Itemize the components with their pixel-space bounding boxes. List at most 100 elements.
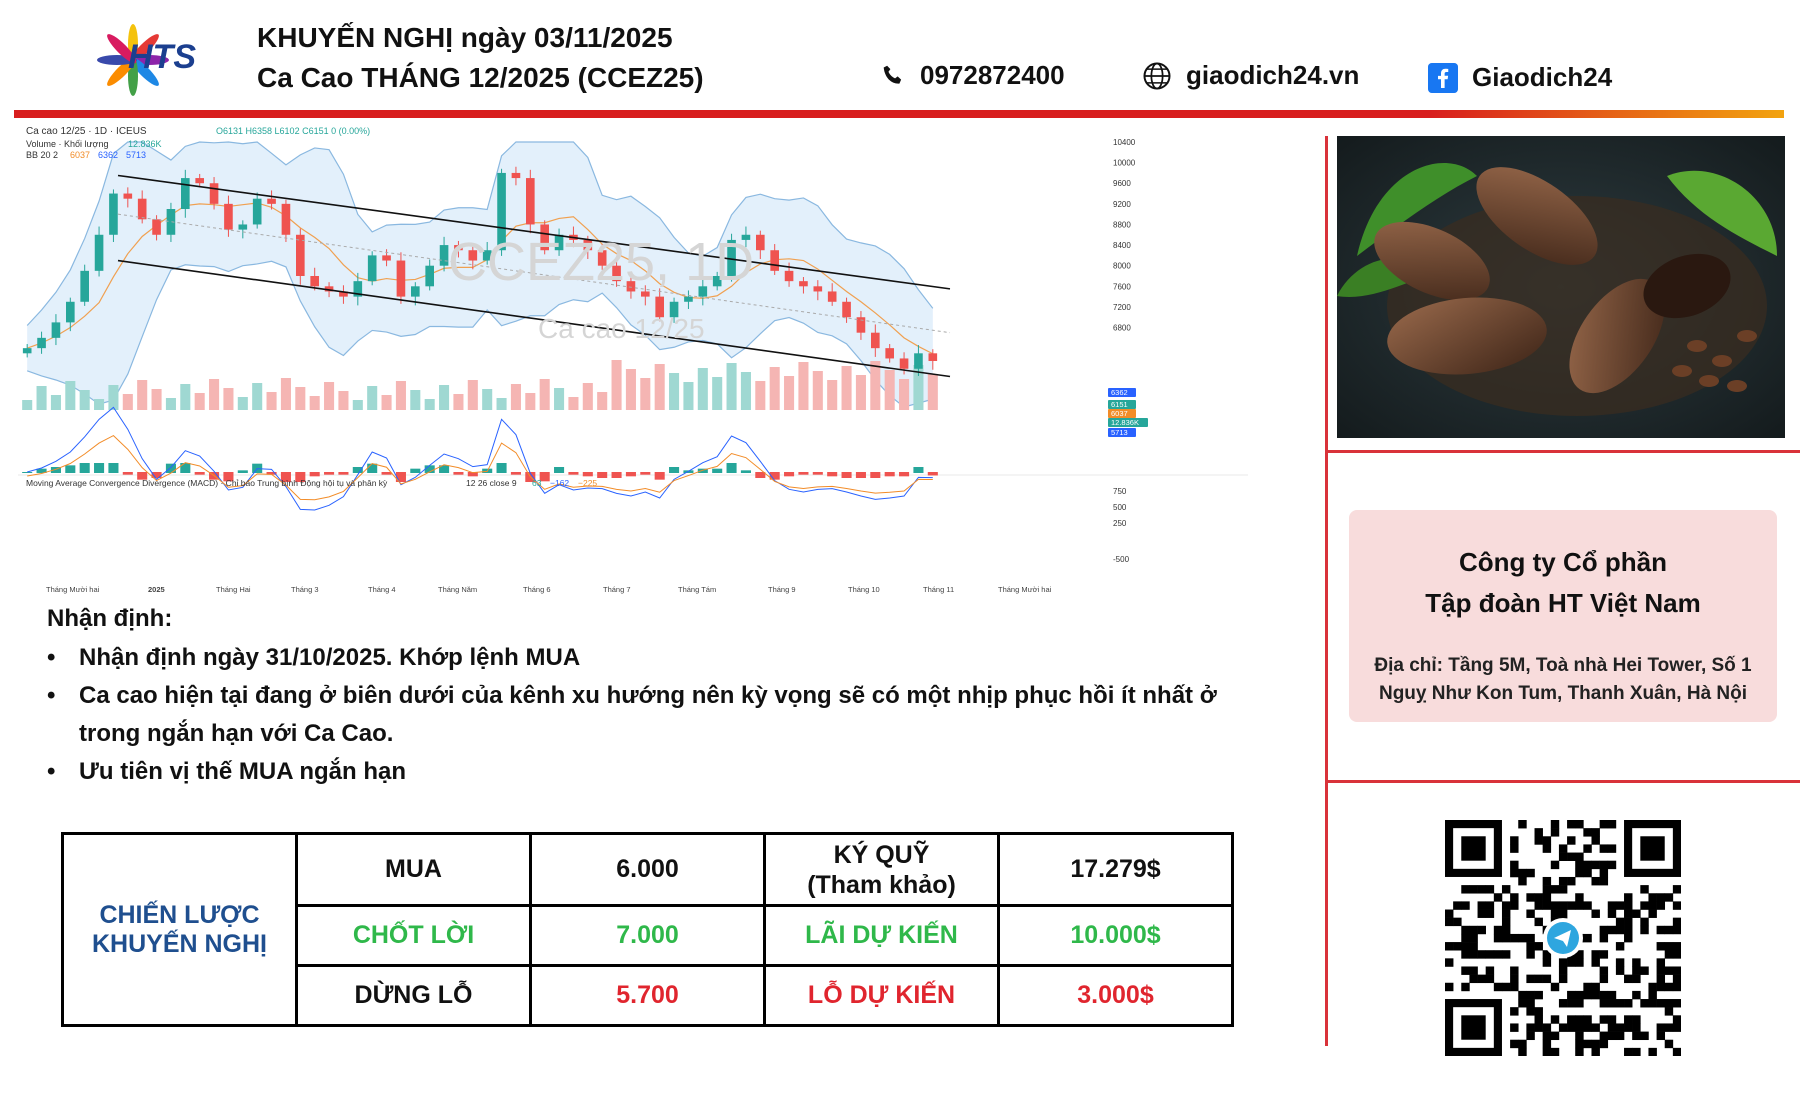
qr-module <box>1624 999 1633 1008</box>
qr-module <box>1632 1015 1641 1024</box>
qr-module <box>1607 909 1617 918</box>
qr-finder <box>1461 1015 1486 1040</box>
volume-bar <box>855 375 866 410</box>
macd-histogram-bar <box>467 472 478 477</box>
qr-module <box>1640 925 1649 935</box>
candle-body <box>914 353 923 369</box>
website-contact[interactable]: giaodich24.vn <box>1142 60 1359 91</box>
qr-module <box>1510 836 1519 845</box>
phone-contact[interactable]: 0972872400 <box>880 60 1065 91</box>
qr-module <box>1575 1031 1584 1041</box>
qr-module <box>1445 909 1454 918</box>
macd-histogram-bar <box>870 472 881 478</box>
qr-module <box>1615 999 1625 1008</box>
qr-module <box>1567 958 1576 967</box>
volume-bar <box>252 383 263 410</box>
volume-bar <box>367 386 378 410</box>
candle-body <box>482 250 492 261</box>
time-tick-label: Tháng 10 <box>848 585 880 594</box>
qr-module <box>1558 876 1568 886</box>
qr-module <box>1607 990 1617 1000</box>
qr-module <box>1542 844 1552 853</box>
strategy-margin-label: KÝ QUỸ (Tham khảo) <box>763 832 1000 907</box>
qr-module <box>1501 917 1511 927</box>
price-label-tag <box>1108 418 1148 427</box>
qr-module <box>1599 844 1609 853</box>
qr-module <box>1656 925 1666 935</box>
candle-body <box>396 260 406 297</box>
channel-mid-line <box>117 213 951 334</box>
macd-histogram-bar <box>855 472 866 478</box>
qr-module <box>1461 966 1470 975</box>
volume-legend: Volume · Khối lượng <box>26 139 108 149</box>
website-link: giaodich24.vn <box>1186 60 1360 90</box>
facebook-contact[interactable]: Giaodich24 <box>1428 62 1612 93</box>
bb-legend: BB 20 2 <box>26 150 58 160</box>
price-tick-label: 8000 <box>1113 262 1131 271</box>
qr-module <box>1599 876 1609 886</box>
qr-module <box>1477 974 1486 984</box>
qr-module <box>1583 982 1592 992</box>
candle-body <box>612 265 621 282</box>
qr-module <box>1591 876 1600 886</box>
qr-module <box>1461 982 1470 992</box>
qr-module <box>1550 1015 1560 1024</box>
qr-module <box>1485 885 1495 894</box>
volume-bar <box>453 394 464 410</box>
qr-module <box>1534 836 1543 845</box>
report-title: KHUYẾN NGHỊ ngày 03/11/2025 <box>257 22 673 53</box>
candle-body <box>727 239 736 276</box>
qr-module <box>1510 844 1519 853</box>
time-tick-label: Tháng 6 <box>523 585 551 594</box>
price-label-text: 5713 <box>1111 428 1128 437</box>
qr-module <box>1672 925 1681 935</box>
qr-module <box>1558 1023 1568 1032</box>
qr-module <box>1534 1007 1543 1016</box>
qr-module <box>1558 852 1568 861</box>
qr-module <box>1664 942 1674 951</box>
macd-histogram-bar <box>554 467 565 473</box>
qr-module <box>1615 901 1625 910</box>
telegram-qr-code[interactable] <box>1445 820 1681 1056</box>
volume-bar <box>683 382 694 410</box>
strategy-margin-value: 17.279$ <box>997 832 1234 907</box>
qr-module <box>1583 901 1592 910</box>
qr-module <box>1599 925 1609 935</box>
qr-module <box>1575 999 1584 1008</box>
candle-body <box>842 301 851 318</box>
macd-histogram-bar <box>36 468 47 473</box>
qr-module <box>1477 901 1486 910</box>
volume-bar <box>913 365 924 410</box>
candle-body <box>66 301 75 323</box>
chart-symbol: Ca cao 12/25 · 1D · ICEUS <box>26 126 147 137</box>
macd-histogram-bar <box>611 472 622 478</box>
volume-bar <box>582 383 593 410</box>
qr-module <box>1567 1015 1576 1024</box>
qr-module <box>1526 893 1535 902</box>
qr-module <box>1510 974 1519 984</box>
volume-bar <box>151 389 162 410</box>
qr-module <box>1575 1047 1584 1056</box>
qr-module <box>1599 1015 1609 1024</box>
volume-bar <box>654 364 665 410</box>
qr-module <box>1615 1031 1625 1041</box>
macd-histogram-bar <box>50 467 61 473</box>
qr-module <box>1648 893 1657 902</box>
volume-bar <box>180 384 191 410</box>
qr-module <box>1575 820 1584 829</box>
macd-histogram-bar <box>410 468 421 473</box>
candle-body <box>339 291 348 297</box>
qr-module <box>1583 1039 1592 1049</box>
qr-module <box>1648 990 1657 1000</box>
qr-module <box>1656 942 1666 951</box>
candle-body <box>411 286 420 297</box>
price-tick-label: 6800 <box>1113 324 1131 333</box>
qr-module <box>1599 868 1609 878</box>
price-chart[interactable]: 10400 10000 9600 9200 8800 8400 8000 7600 7200 68… <box>18 120 1323 598</box>
volume-bar <box>625 369 636 410</box>
macd-histogram-bar <box>913 467 924 473</box>
qr-module <box>1575 990 1584 1000</box>
qr-module <box>1510 966 1519 975</box>
qr-module <box>1583 868 1592 878</box>
candle-body <box>741 234 751 240</box>
